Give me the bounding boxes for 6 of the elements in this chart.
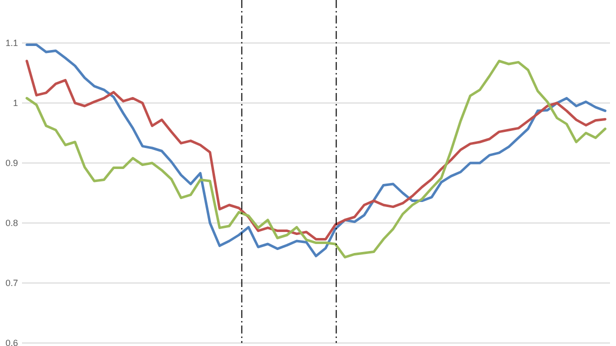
y-tick-label: 0.7 bbox=[5, 278, 18, 288]
y-tick-label: 0.8 bbox=[5, 218, 18, 228]
y-tick-label: 1.1 bbox=[5, 38, 18, 48]
y-tick-label: 0.9 bbox=[5, 158, 18, 168]
y-tick-label: 1 bbox=[12, 98, 18, 108]
y-tick-label: 0.6 bbox=[5, 338, 18, 346]
